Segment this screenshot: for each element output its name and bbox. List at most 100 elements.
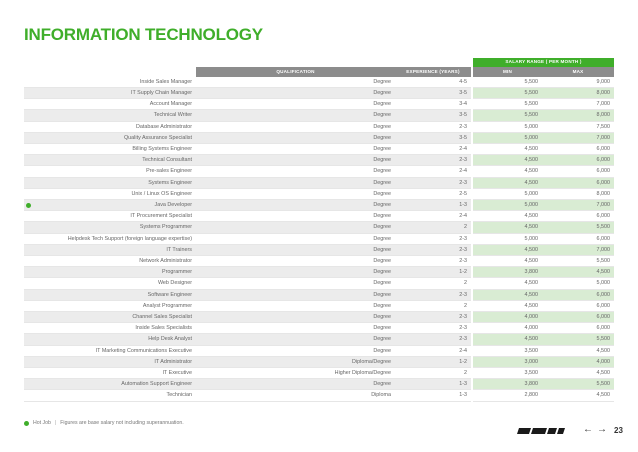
table-row: Account Manager Degree 3-4 5,500 7,000 — [24, 99, 614, 110]
salary-min-cell: 5,000 — [473, 121, 542, 132]
table-row: IT Trainers Degree 2-3 4,500 7,000 — [24, 244, 614, 255]
table-row: IT Supply Chain Manager Degree 3-5 5,500 8,0… — [24, 87, 614, 98]
qualification-cell: Diploma/Degree — [196, 356, 395, 367]
table-row: Technical Consultant Degree 2-3 4,500 6,000 — [24, 155, 614, 166]
qualification-cell: Degree — [196, 87, 395, 98]
table-row: Network Administrator Degree 2-3 4,500 5,500 — [24, 255, 614, 266]
qualification-cell: Degree — [196, 121, 395, 132]
experience-cell: 2 — [395, 278, 471, 289]
qualification-cell: Degree — [196, 99, 395, 110]
qualification-cell: Degree — [196, 267, 395, 278]
hot-job-icon — [24, 421, 29, 426]
qualification-cell: Degree — [196, 222, 395, 233]
salary-min-cell: 4,500 — [473, 278, 542, 289]
experience-cell: 2-3 — [395, 244, 471, 255]
salary-max-cell: 8,000 — [542, 188, 614, 199]
qualification-cell: Higher Diploma/Degree — [196, 367, 395, 378]
arrow-right-icon[interactable]: → — [597, 424, 607, 435]
salary-max-cell: 6,000 — [542, 166, 614, 177]
salary-min-cell: 4,500 — [473, 177, 542, 188]
experience-cell: 2-3 — [395, 334, 471, 345]
arrow-left-icon[interactable]: ← — [583, 424, 593, 435]
table-row: Inside Sales Specialists Degree 2-3 4,000 6,… — [24, 323, 614, 334]
job-title-cell: Quality Assurance Specialist — [24, 132, 196, 143]
experience-cell: 2-3 — [395, 233, 471, 244]
qualification-cell: Degree — [196, 278, 395, 289]
salary-max-cell: 6,000 — [542, 311, 614, 322]
job-title-cell: Pre-sales Engineer — [24, 166, 196, 177]
salary-range-band-row: SALARY RANGE ( PER MONTH ) — [24, 58, 614, 67]
table-row: IT Procurement Specialist Degree 2-4 4,500 6… — [24, 211, 614, 222]
salary-min-cell: 4,500 — [473, 255, 542, 266]
salary-max-cell: 7,500 — [542, 121, 614, 132]
table-header-row: QUALIFICATION EXPERIENCE (YEARS) MIN MAX — [24, 67, 614, 77]
qualification-cell: Diploma — [196, 390, 395, 401]
experience-cell: 2-3 — [395, 323, 471, 334]
footnote-text: Figures are base salary not including su… — [60, 420, 183, 426]
salary-max-cell: 6,000 — [542, 289, 614, 300]
qualification-cell: Degree — [196, 110, 395, 121]
decorative-stripes-icon — [515, 428, 567, 434]
experience-cell: 2-3 — [395, 155, 471, 166]
page-navigation: ← → — [583, 424, 607, 435]
table-row: Automation Support Engineer Degree 1-3 3,80… — [24, 379, 614, 390]
table-row: IT Marketing Communications Executive Deg… — [24, 345, 614, 356]
job-title-cell: Systems Engineer — [24, 177, 196, 188]
experience-cell: 3-5 — [395, 110, 471, 121]
table-row: Unix / Linux OS Engineer Degree 2-5 5,000 8,… — [24, 188, 614, 199]
table-row: Database Administrator Degree 2-3 5,000 7,50… — [24, 121, 614, 132]
qualification-cell: Degree — [196, 323, 395, 334]
qualification-cell: Degree — [196, 300, 395, 311]
salary-max-cell: 7,000 — [542, 199, 614, 210]
salary-min-cell: 4,500 — [473, 334, 542, 345]
job-title-cell: IT Marketing Communications Executive — [24, 345, 196, 356]
salary-max-cell: 5,500 — [542, 334, 614, 345]
table-row: Systems Programmer Degree 2 4,500 5,500 — [24, 222, 614, 233]
table-row: Pre-sales Engineer Degree 2-4 4,500 6,000 — [24, 166, 614, 177]
salary-max-cell: 5,500 — [542, 255, 614, 266]
qualification-cell: Degree — [196, 155, 395, 166]
salary-min-cell: 5,500 — [473, 110, 542, 121]
job-title-cell: Web Designer — [24, 278, 196, 289]
qualification-cell: Degree — [196, 289, 395, 300]
experience-cell: 1-2 — [395, 267, 471, 278]
qualification-cell: Degree — [196, 132, 395, 143]
qualification-cell: Degree — [196, 177, 395, 188]
salary-table: SALARY RANGE ( PER MONTH ) QUALIFICATION… — [24, 58, 614, 402]
salary-max-cell: 7,000 — [542, 132, 614, 143]
job-title-cell: Account Manager — [24, 99, 196, 110]
salary-min-cell: 4,500 — [473, 222, 542, 233]
salary-min-cell: 5,000 — [473, 188, 542, 199]
salary-max-cell: 8,000 — [542, 87, 614, 98]
experience-cell: 2 — [395, 300, 471, 311]
salary-min-cell: 5,500 — [473, 87, 542, 98]
table-row: Inside Sales Manager Degree 4-5 5,500 9,000 — [24, 77, 614, 88]
job-title-cell: Inside Sales Manager — [24, 77, 196, 88]
salary-min-cell: 4,500 — [473, 300, 542, 311]
salary-max-cell: 6,000 — [542, 300, 614, 311]
job-title-cell: IT Procurement Specialist — [24, 211, 196, 222]
job-title-cell: Helpdesk Tech Support (foreign language … — [24, 233, 196, 244]
max-header: MAX — [542, 67, 614, 77]
salary-min-cell: 3,800 — [473, 267, 542, 278]
table-row: Billing Systems Engineer Degree 2-4 4,500 6,… — [24, 143, 614, 154]
salary-min-cell: 2,800 — [473, 390, 542, 401]
salary-min-cell: 4,500 — [473, 211, 542, 222]
experience-cell: 4-5 — [395, 77, 471, 88]
job-title-header — [24, 67, 196, 77]
footnote-separator: | — [55, 420, 56, 426]
experience-cell: 2 — [395, 222, 471, 233]
table-row: Software Engineer Degree 2-3 4,500 6,000 — [24, 289, 614, 300]
salary-max-cell: 5,500 — [542, 379, 614, 390]
table-row: Programmer Degree 1-2 3,800 4,500 — [24, 267, 614, 278]
qualification-header: QUALIFICATION — [196, 67, 395, 77]
salary-max-cell: 4,500 — [542, 367, 614, 378]
table-row: Systems Engineer Degree 2-3 4,500 6,000 — [24, 177, 614, 188]
experience-cell: 2-3 — [395, 311, 471, 322]
qualification-cell: Degree — [196, 379, 395, 390]
job-title-cell: Help Desk Analyst — [24, 334, 196, 345]
page-title: INFORMATION TECHNOLOGY — [24, 25, 263, 45]
experience-cell: 3-5 — [395, 87, 471, 98]
salary-max-cell: 7,000 — [542, 99, 614, 110]
table-row: Channel Sales Specialist Degree 2-3 4,000 6,… — [24, 311, 614, 322]
